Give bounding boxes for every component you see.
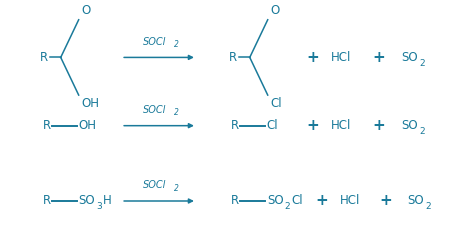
Text: +: +	[373, 50, 385, 65]
Text: 2: 2	[425, 202, 431, 211]
Text: OH: OH	[81, 97, 99, 110]
Text: SO: SO	[401, 119, 418, 132]
Text: 2: 2	[285, 202, 291, 211]
Text: O: O	[81, 5, 90, 17]
Text: R: R	[229, 51, 237, 64]
Text: HCl: HCl	[331, 119, 351, 132]
Text: SOCl: SOCl	[143, 105, 166, 115]
Text: R: R	[231, 195, 239, 208]
Text: HCl: HCl	[331, 51, 351, 64]
Text: HCl: HCl	[340, 195, 361, 208]
Text: OH: OH	[79, 119, 97, 132]
Text: R: R	[43, 195, 51, 208]
Text: 2: 2	[419, 59, 425, 68]
Text: 2: 2	[174, 109, 179, 118]
Text: Cl: Cl	[270, 97, 282, 110]
Text: H: H	[103, 195, 112, 208]
Text: +: +	[306, 118, 319, 133]
Text: 3: 3	[97, 202, 102, 211]
Text: 2: 2	[174, 184, 179, 193]
Text: +: +	[306, 50, 319, 65]
Text: SO: SO	[79, 195, 95, 208]
Text: SOCl: SOCl	[143, 37, 166, 47]
Text: SOCl: SOCl	[143, 180, 166, 190]
Text: R: R	[40, 51, 48, 64]
Text: R: R	[43, 119, 51, 132]
Text: +: +	[373, 118, 385, 133]
Text: Cl: Cl	[292, 195, 303, 208]
Text: SO: SO	[401, 51, 418, 64]
Text: SO: SO	[407, 195, 424, 208]
Text: +: +	[316, 193, 328, 209]
Text: +: +	[380, 193, 392, 209]
Text: 2: 2	[419, 127, 425, 136]
Text: O: O	[270, 5, 279, 17]
Text: Cl: Cl	[267, 119, 278, 132]
Text: R: R	[231, 119, 239, 132]
Text: SO: SO	[267, 195, 283, 208]
Text: 2: 2	[174, 40, 179, 49]
